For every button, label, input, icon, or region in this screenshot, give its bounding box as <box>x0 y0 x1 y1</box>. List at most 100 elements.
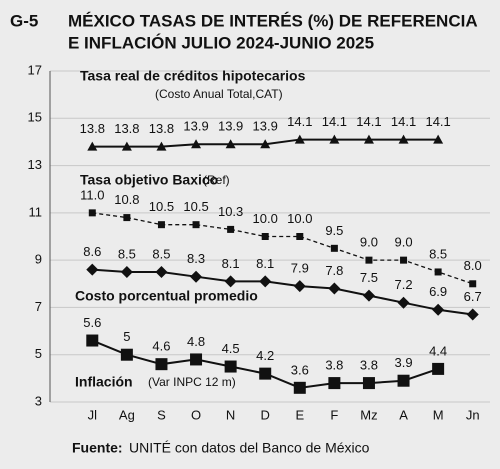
marker <box>190 353 203 366</box>
marker <box>293 280 306 293</box>
data-label: 4.5 <box>222 341 240 356</box>
source-label: Fuente: <box>72 440 123 456</box>
data-label: 8.6 <box>83 244 101 259</box>
marker <box>86 334 99 347</box>
x-tick-label: Jl <box>88 407 98 422</box>
data-label: 13.9 <box>253 119 278 134</box>
marker <box>330 244 338 252</box>
x-tick-label: F <box>330 407 338 422</box>
marker <box>225 139 236 149</box>
marker <box>432 303 445 316</box>
data-label: 13.8 <box>80 121 105 136</box>
x-tick-label: E <box>295 407 304 422</box>
marker <box>190 270 203 283</box>
marker <box>192 221 200 229</box>
marker <box>362 377 375 390</box>
data-label: 10.5 <box>149 199 174 214</box>
data-label: 10.0 <box>253 211 278 226</box>
x-tick-label: S <box>157 407 166 422</box>
marker <box>157 221 165 229</box>
data-label: 7.2 <box>395 277 413 292</box>
marker <box>120 265 133 278</box>
series-note: (Costo Anual Total,CAT) <box>155 87 283 101</box>
x-tick-label: Mz <box>360 407 377 422</box>
data-label: 3.6 <box>291 362 309 377</box>
data-label: 9.5 <box>325 223 343 238</box>
data-label: 13.8 <box>114 121 139 136</box>
source: UNITÉ con datos del Banco de México <box>129 440 370 456</box>
marker <box>87 141 98 151</box>
marker <box>397 374 410 387</box>
marker <box>88 209 96 217</box>
y-tick-label: 15 <box>28 110 42 125</box>
x-tick-label: O <box>191 407 201 422</box>
x-tick-label: Ag <box>119 407 135 422</box>
data-label: 7.9 <box>291 261 309 276</box>
marker <box>294 134 305 144</box>
marker <box>293 381 306 394</box>
data-label: 13.9 <box>183 119 208 134</box>
data-label: 8.1 <box>222 256 240 271</box>
data-label: 4.4 <box>429 343 447 358</box>
data-label: 10.8 <box>114 192 139 207</box>
x-tick-label: Jn <box>466 407 480 422</box>
marker <box>155 358 168 371</box>
data-label: 14.1 <box>356 114 381 129</box>
marker <box>121 141 132 151</box>
series-name: Tasa real de créditos hipotecarios <box>80 68 306 84</box>
data-label: 8.5 <box>429 246 447 261</box>
chart-title: E INFLACIÓN JULIO 2024-JUNIO 2025 <box>68 33 374 52</box>
x-tick-label: D <box>261 407 270 422</box>
chart-title-prefix: G-5 <box>10 11 38 30</box>
marker <box>156 141 167 151</box>
marker <box>259 275 272 288</box>
data-label: 10.3 <box>218 204 243 219</box>
data-label: 4.6 <box>152 339 170 354</box>
y-tick-label: 17 <box>28 62 42 77</box>
marker <box>434 268 442 276</box>
marker <box>260 139 271 149</box>
data-label: 11.0 <box>80 187 104 202</box>
data-label: 4.2 <box>256 348 274 363</box>
marker <box>259 367 272 380</box>
marker <box>398 134 409 144</box>
series-line <box>92 212 473 285</box>
marker <box>224 275 237 288</box>
marker <box>329 134 340 144</box>
y-tick-label: 7 <box>35 299 42 314</box>
y-tick-label: 3 <box>35 393 42 408</box>
marker <box>397 296 410 309</box>
marker <box>469 280 477 288</box>
data-label: 6.9 <box>429 284 447 299</box>
data-label: 13.9 <box>218 119 243 134</box>
data-label: 5.6 <box>83 315 101 330</box>
data-label: 8.5 <box>118 246 136 261</box>
marker <box>224 360 237 373</box>
x-tick-label: A <box>399 407 408 422</box>
data-label: 3.8 <box>325 358 343 373</box>
data-label: 7.5 <box>360 270 378 285</box>
chart-title: MÉXICO TASAS DE INTERÉS (%) DE REFERENCI… <box>68 11 478 30</box>
marker <box>433 134 444 144</box>
x-tick-label: N <box>226 407 235 422</box>
data-label: 14.1 <box>391 114 416 129</box>
marker <box>328 282 341 295</box>
marker <box>227 225 235 233</box>
data-label: 8.0 <box>464 258 482 273</box>
marker <box>362 289 375 302</box>
marker <box>120 348 133 361</box>
data-label: 9.0 <box>395 235 413 250</box>
series-name: Tasa objetivo Baxico <box>80 172 218 188</box>
data-label: 13.8 <box>149 121 174 136</box>
data-label: 10.0 <box>287 211 312 226</box>
y-tick-label: 11 <box>29 204 43 219</box>
y-tick-label: 5 <box>35 346 42 361</box>
data-label: 5 <box>123 329 130 344</box>
data-label: 14.1 <box>425 114 450 129</box>
marker <box>296 233 304 240</box>
y-tick-label: 9 <box>35 252 42 267</box>
series-name: Inflación <box>75 374 133 390</box>
data-label: 6.7 <box>464 289 482 304</box>
data-label: 10.5 <box>183 199 208 214</box>
